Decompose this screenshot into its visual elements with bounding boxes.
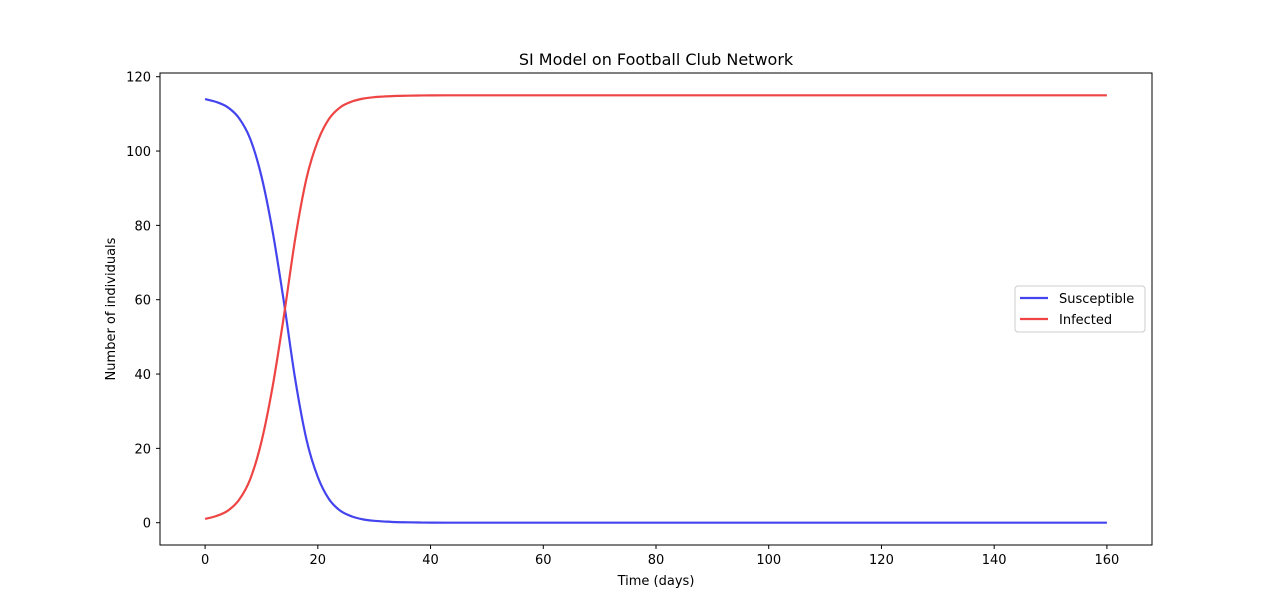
x-tick-label: 140 xyxy=(982,553,1007,568)
y-tick-label: 20 xyxy=(134,442,151,457)
x-tick-label: 80 xyxy=(648,553,665,568)
x-tick-label: 60 xyxy=(535,553,552,568)
y-tick-label: 40 xyxy=(134,368,151,383)
legend-label-infected: Infected xyxy=(1059,313,1112,328)
x-tick-label: 20 xyxy=(310,553,327,568)
x-axis-label: Time (days) xyxy=(617,574,695,589)
y-tick-label: 0 xyxy=(143,517,151,532)
y-tick-label: 80 xyxy=(134,219,151,234)
plot-frame xyxy=(159,72,1153,546)
x-tick-label: 0 xyxy=(201,553,209,568)
legend: Susceptible Infected xyxy=(1014,285,1146,333)
axis-ticks: 0 20 40 60 80 100 120 140 160 0 20 40 60 80 100 120 xyxy=(126,71,1119,568)
y-tick-label: 120 xyxy=(126,71,151,86)
chart-title: SI Model on Football Club Network xyxy=(519,50,794,69)
y-axis-label: Number of individuals xyxy=(104,237,119,380)
legend-label-susceptible: Susceptible xyxy=(1059,292,1134,307)
y-tick-label: 100 xyxy=(126,145,151,160)
x-tick-label: 40 xyxy=(422,553,439,568)
x-tick-label: 120 xyxy=(869,553,894,568)
series-line-infected xyxy=(204,94,1107,521)
series-group xyxy=(204,94,1107,524)
series-line-susceptible xyxy=(204,97,1107,524)
x-tick-label: 100 xyxy=(756,553,781,568)
x-tick-label: 160 xyxy=(1094,553,1119,568)
y-tick-label: 60 xyxy=(134,294,151,309)
